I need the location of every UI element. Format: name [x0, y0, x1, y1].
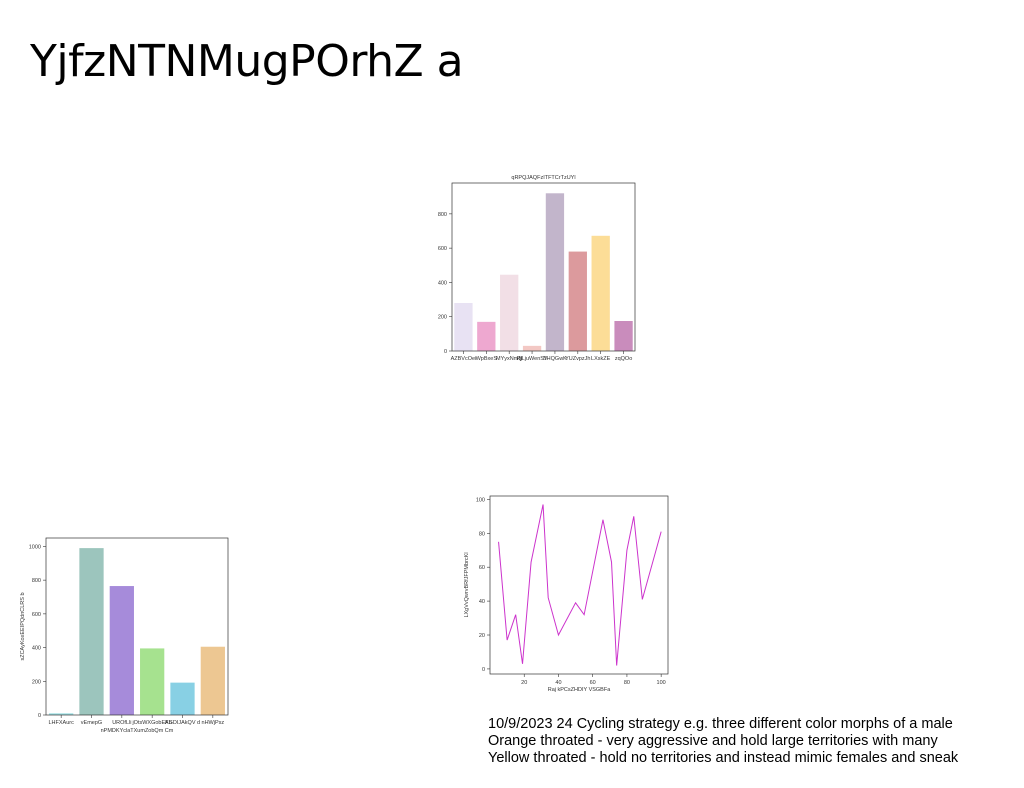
x-tick-label: zqQOo	[615, 356, 632, 362]
y-axis-label: sZCAyKoxEEIPQdnCLRS b	[20, 592, 26, 660]
data-line	[498, 504, 662, 666]
bar	[454, 303, 473, 351]
note-line: Orange throated - very aggressive and ho…	[488, 733, 938, 749]
bar	[591, 235, 610, 351]
y-tick-label: 0	[38, 713, 41, 719]
y-tick-label: 0	[444, 349, 447, 355]
bar	[522, 345, 542, 351]
bar-chart-top: qRPQJAQFzITFTCrTzUYl 0 200 400 600 800 AZBVcOe…	[420, 168, 650, 368]
y-tick-label: 20	[479, 633, 485, 639]
x-tick-label: 40	[555, 680, 561, 686]
y-tick-label: 200	[438, 315, 447, 321]
x-tick-label: nHWjPsz	[202, 720, 225, 726]
y-tick-label: 0	[482, 667, 485, 673]
y-tick-label: 1000	[29, 544, 41, 550]
y-tick-label: 80	[479, 531, 485, 537]
x-tick-label: UROfLli	[112, 720, 131, 726]
y-tick-label: 600	[438, 246, 447, 252]
note-line: Yellow throated - hold no territories an…	[488, 750, 959, 766]
x-tick-label: 80	[624, 680, 630, 686]
bar	[140, 648, 165, 715]
bar-chart-bottom-left: 0 200 400 600 800 1000 LHFXAurc vEmepG UROfLli jO…	[10, 530, 240, 742]
speaker-notes: 10/9/2023 24 Cycling strategy e.g. three…	[488, 716, 958, 767]
x-tick-label: 20	[521, 680, 527, 686]
bar	[49, 713, 74, 715]
y-tick-label: 100	[476, 497, 485, 503]
x-tick-label: RjLjuWenSY	[517, 356, 548, 362]
x-tick-label: jOtsWXGobEKb	[131, 720, 171, 726]
bar	[568, 251, 587, 351]
plot-frame	[489, 495, 669, 675]
y-tick-label: 800	[32, 578, 41, 584]
x-tick-label: MYyxNmfjl	[496, 356, 522, 362]
y-tick-label: 800	[438, 212, 447, 218]
y-tick-label: 400	[438, 280, 447, 286]
bar	[500, 274, 519, 351]
plot-frame	[45, 537, 229, 716]
bar	[545, 193, 565, 351]
x-tick-label: SHQGwK	[543, 356, 567, 362]
y-tick-label: 600	[32, 612, 41, 618]
y-axis-label: LXgVvQwrvBRfJFPMbrcKl	[464, 552, 470, 617]
x-tick-label: LHFXAurc	[48, 720, 74, 726]
x-tick-label: AZBVcOei	[451, 356, 477, 362]
bar-chart-top-svg: qRPQJAQFzITFTCrTzUYl 0 200 400 600 800 AZBVcOe…	[438, 175, 636, 362]
bar-chart-bottom-left-svg: 0 200 400 600 800 1000 LHFXAurc vEmepG UROfLli jO…	[20, 537, 229, 734]
y-tick-label: 60	[479, 565, 485, 571]
bar	[109, 586, 134, 715]
bar	[79, 548, 104, 715]
x-tick-label: vEmepG	[81, 720, 102, 726]
x-tick-label: 60	[590, 680, 596, 686]
line-chart-svg: 0 20 40 60 80 100 20 40 60 80 100 Raj kPCsZHDIY VSG…	[464, 495, 669, 693]
bar	[170, 682, 195, 715]
y-tick-label: 400	[32, 646, 41, 652]
y-tick-label: 200	[32, 679, 41, 685]
x-tick-label: LXskZE	[591, 356, 611, 362]
x-axis-label: Raj kPCsZHDIY VSGBFa	[548, 687, 611, 693]
bar	[200, 646, 225, 715]
note-line: 10/9/2023 24 Cycling strategy e.g. three…	[488, 716, 953, 732]
slide-title: YjfzNTNMugPOrhZ a	[30, 36, 464, 87]
line-chart: 0 20 40 60 80 100 20 40 60 80 100 Raj kPCsZHDIY VSG…	[458, 490, 678, 695]
x-tick-label: YUZvpzJh	[565, 356, 590, 362]
plot-frame	[451, 182, 636, 352]
x-tick-label: 100	[657, 680, 666, 686]
x-tick-label: AGDIJAkQV d	[165, 720, 200, 726]
y-tick-label: 40	[479, 599, 485, 605]
chart-title: qRPQJAQFzITFTCrTzUYl	[511, 175, 575, 181]
x-axis-label: nPMDKYclaTXumZobQm Cm	[101, 728, 174, 734]
x-tick-label: WpBxeS	[476, 356, 498, 362]
bar	[477, 321, 496, 351]
bar	[614, 321, 633, 351]
